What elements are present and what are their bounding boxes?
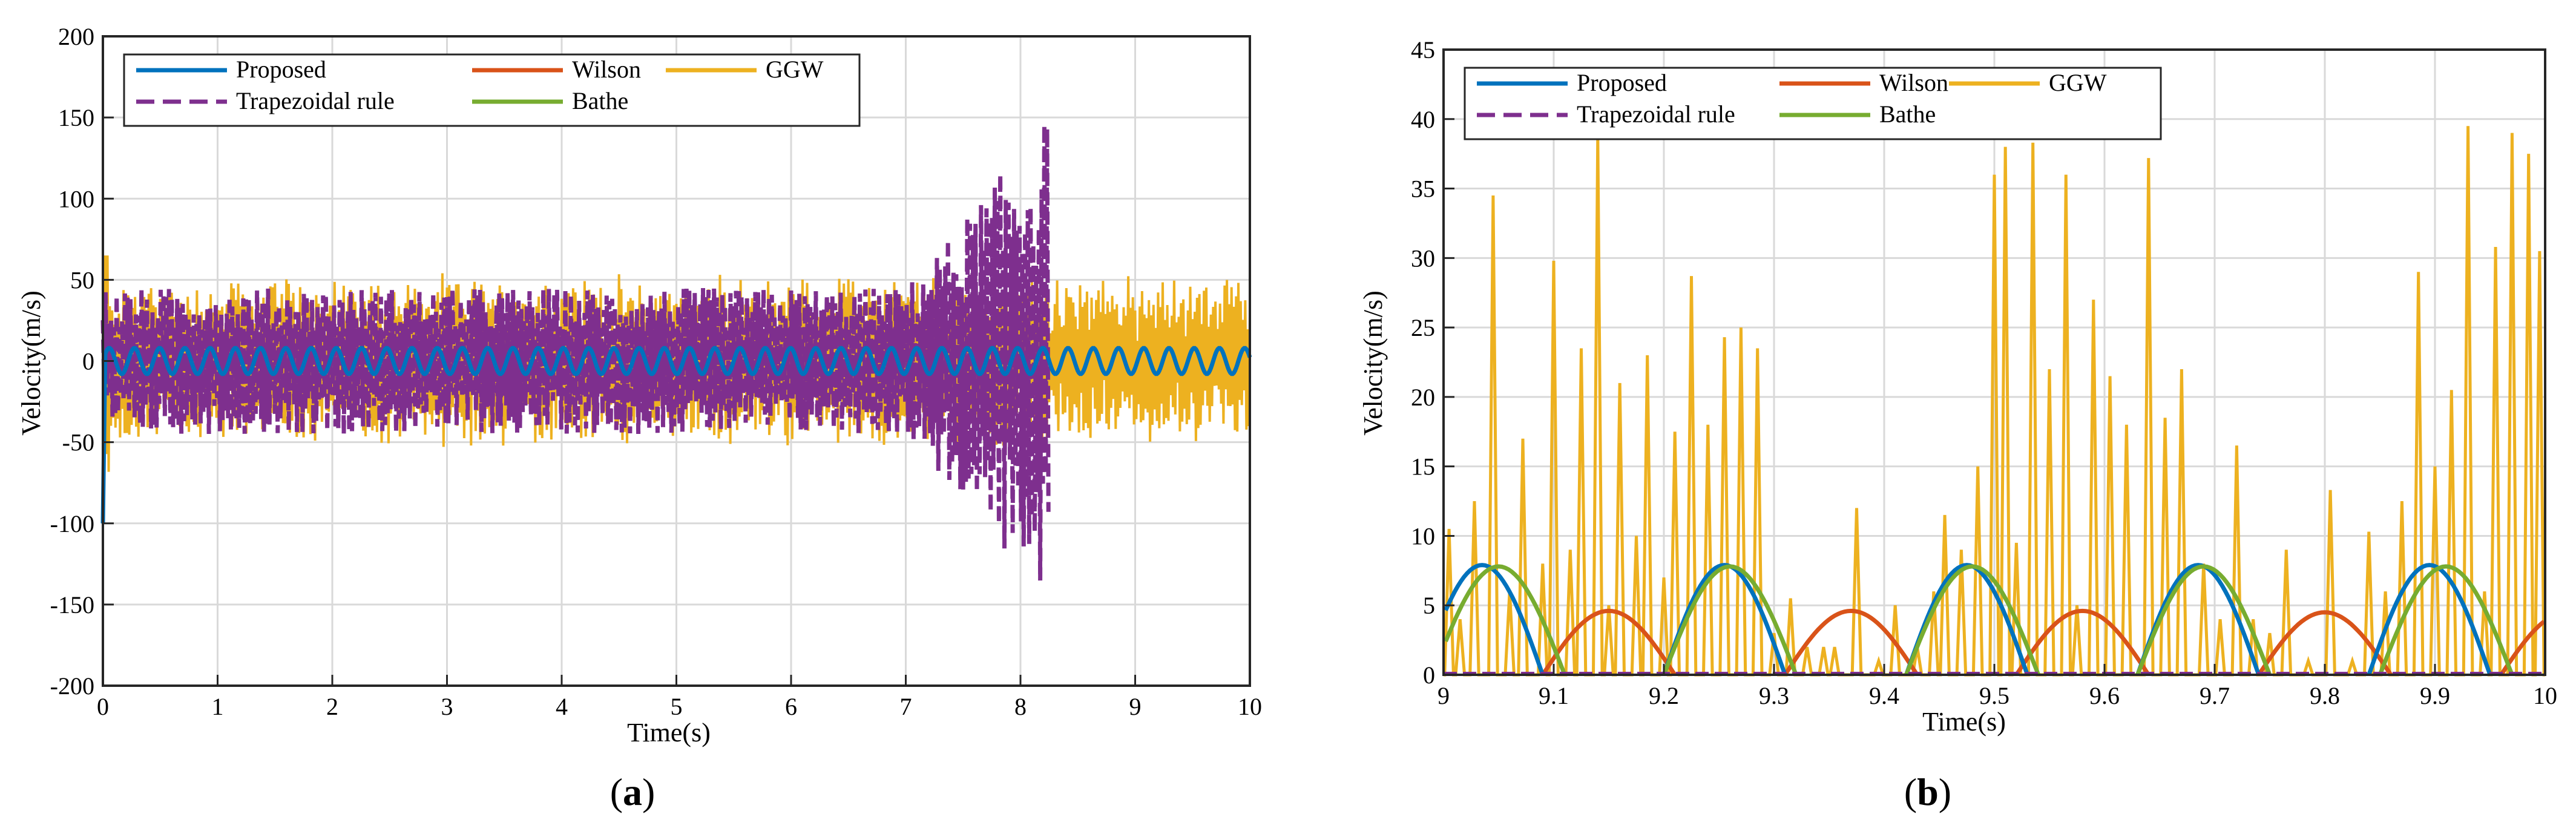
x-tick-label: 9.5 — [1979, 682, 2009, 709]
x-tick-label: 9.2 — [1649, 682, 1679, 709]
x-tick-label: 5 — [671, 693, 683, 720]
x-tick-label: 7 — [900, 693, 912, 720]
y-axis-label-a: Velocity(m/s) — [16, 290, 46, 436]
y-tick-label: 10 — [1411, 522, 1435, 550]
chart-panel-a: 0 1 2 3 4 5 6 7 8 9 10-200-150-100-50050100150200 … — [16, 23, 1262, 813]
series-proposed-arch — [2367, 563, 2492, 676]
legend-label: Wilson — [1879, 69, 1948, 96]
x-tick-label: 9.4 — [1869, 682, 1899, 709]
x-tick-label: 9.9 — [2420, 682, 2450, 709]
y-tick-label: -150 — [50, 591, 94, 619]
y-tick-label: 150 — [58, 104, 94, 131]
y-tick-label: 0 — [82, 348, 94, 375]
series-proposed-line — [100, 346, 1252, 524]
y-tick-label: 25 — [1411, 314, 1435, 341]
series-ggw-line — [1443, 126, 2546, 677]
legend-label: Proposed — [1577, 69, 1667, 96]
series-wilson-arch — [1540, 608, 1677, 676]
x-tick-label: 10 — [1238, 693, 1262, 720]
series-group-a — [100, 125, 1252, 581]
legend-a: Proposed Wilson GGW Trapezoidal rule Bathe — [123, 53, 861, 127]
x-tick-label: 3 — [441, 693, 453, 720]
x-tick-label: 2 — [326, 693, 338, 720]
y-tick-label: 40 — [1411, 106, 1435, 133]
x-tick-label: 6 — [785, 693, 797, 720]
x-tick-label: 9.8 — [2310, 682, 2340, 709]
y-tick-label: 35 — [1411, 176, 1435, 203]
y-tick-label: 5 — [1423, 592, 1435, 619]
legend-label: GGW — [766, 56, 824, 83]
series-proposed-arch — [1444, 563, 1545, 676]
caption-b: (b) — [1904, 770, 1951, 813]
y-tick-label: 15 — [1411, 453, 1435, 481]
ticks-a: 0 1 2 3 4 5 6 7 8 9 10 -200 -150 -100 -50 0 50 100 150 200 — [50, 23, 1262, 720]
y-tick-label: -200 — [50, 672, 94, 700]
x-tick-label: 9 — [1129, 693, 1142, 720]
legend-box — [1464, 67, 2162, 140]
y-tick-label: -50 — [62, 429, 94, 456]
series-bathe-arch — [2377, 564, 2514, 676]
x-tick-label: 9.6 — [2089, 682, 2120, 709]
series-bathe-arch — [2135, 564, 2272, 676]
x-tick-label: 1 — [212, 693, 224, 720]
series-wilson-arch — [2014, 608, 2150, 676]
y-tick-label: 20 — [1411, 384, 1435, 411]
legend-label: Trapezoidal rule — [236, 87, 395, 114]
legend-box — [123, 53, 861, 127]
legend-label: GGW — [2049, 69, 2107, 96]
series-bathe-arch — [1904, 564, 2041, 676]
x-axis-label-b: Time(s) — [1922, 707, 2006, 737]
x-tick-label: 4 — [556, 693, 568, 720]
x-tick-label: 9 — [1438, 682, 1450, 709]
legend-b: Proposed Wilson GGW Trapezoidal rule Bathe — [1464, 67, 2162, 140]
legend-label: Bathe — [1879, 100, 1936, 128]
legend-label: Wilson — [572, 56, 641, 83]
y-tick-label: 200 — [58, 23, 94, 50]
series-wilson-arch — [2256, 610, 2393, 676]
y-tick-label: 50 — [70, 266, 94, 294]
x-tick-label: 9.3 — [1759, 682, 1789, 709]
y-axis-label-b: Velocity(m/s) — [1358, 290, 1388, 436]
caption-a: (a) — [610, 770, 656, 813]
y-tick-label: -100 — [50, 510, 94, 537]
x-tick-label: 9.7 — [2200, 682, 2230, 709]
series-bathe-arch — [1444, 564, 1567, 676]
x-tick-label: 10 — [2533, 682, 2557, 709]
y-tick-label: 0 — [1423, 661, 1435, 689]
x-axis-label-a: Time(s) — [627, 718, 711, 747]
legend-label: Proposed — [236, 56, 326, 83]
x-tick-label: 8 — [1014, 693, 1027, 720]
ticks-b: 9 9.1 9.2 9.3 9.4 9.5 9.6 9.7 9.8 9.9 10 0 5 10 15 20 25… — [1411, 36, 2557, 709]
y-tick-label: 45 — [1411, 36, 1435, 64]
legend-label: Trapezoidal rule — [1577, 100, 1735, 128]
legend-label: Bathe — [572, 87, 628, 114]
y-tick-label: 100 — [58, 185, 94, 212]
y-tick-label: 30 — [1411, 245, 1435, 272]
x-tick-label: 0 — [97, 693, 109, 720]
series-bathe-arch — [1661, 564, 1798, 676]
series-wilson-arch — [1783, 608, 1919, 676]
chart-panel-b: 9 9.1 9.2 9.3 9.4 9.5 9.6 9.7 9.8 9.9 10 0 5 10 15 20 25… — [1358, 36, 2557, 813]
x-tick-label: 9.1 — [1539, 682, 1569, 709]
